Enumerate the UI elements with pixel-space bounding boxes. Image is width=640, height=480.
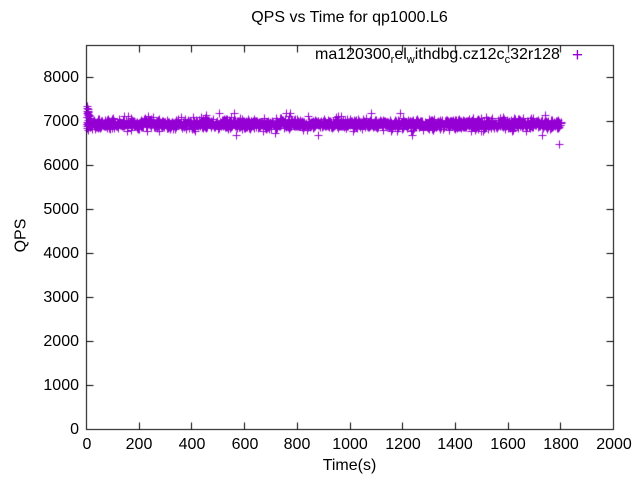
legend-series-label: ma120300relwithdbg.cz12cc32r128: [315, 46, 560, 67]
y-tick-label: 3000: [43, 289, 79, 306]
y-tick-label: 6000: [43, 157, 79, 174]
x-tick-label: 1400: [437, 436, 473, 453]
x-tick-label: 400: [178, 436, 206, 453]
x-tick-label: 800: [283, 436, 311, 453]
y-tick-label: 7000: [43, 113, 79, 130]
y-tick-label: 5000: [43, 201, 79, 218]
x-tick-label: 0: [82, 436, 92, 453]
y-tick-label: 4000: [43, 245, 79, 262]
legend: ma120300relwithdbg.cz12cc32r128 +: [0, 44, 583, 67]
x-tick-label: 200: [125, 436, 153, 453]
legend-subscript: w: [406, 54, 415, 67]
legend-subscript: c: [504, 54, 511, 67]
x-tick-label: 600: [231, 436, 259, 453]
y-tick-label: 8000: [43, 69, 79, 86]
legend-subscript: r: [390, 54, 395, 67]
x-tick-label: 1200: [385, 436, 421, 453]
legend-plus-marker-icon: +: [571, 44, 583, 66]
y-tick-label: 0: [70, 421, 79, 438]
x-axis-label: Time(s): [322, 457, 377, 474]
chart-title: QPS vs Time for qp1000.L6: [251, 9, 448, 26]
y-tick-label: 1000: [43, 377, 79, 394]
y-tick-label: 2000: [43, 333, 79, 350]
x-tick-label: 1000: [332, 436, 368, 453]
x-tick-label: 1600: [490, 436, 526, 453]
x-tick-label: 1800: [543, 436, 579, 453]
x-tick-label: 2000: [596, 436, 632, 453]
